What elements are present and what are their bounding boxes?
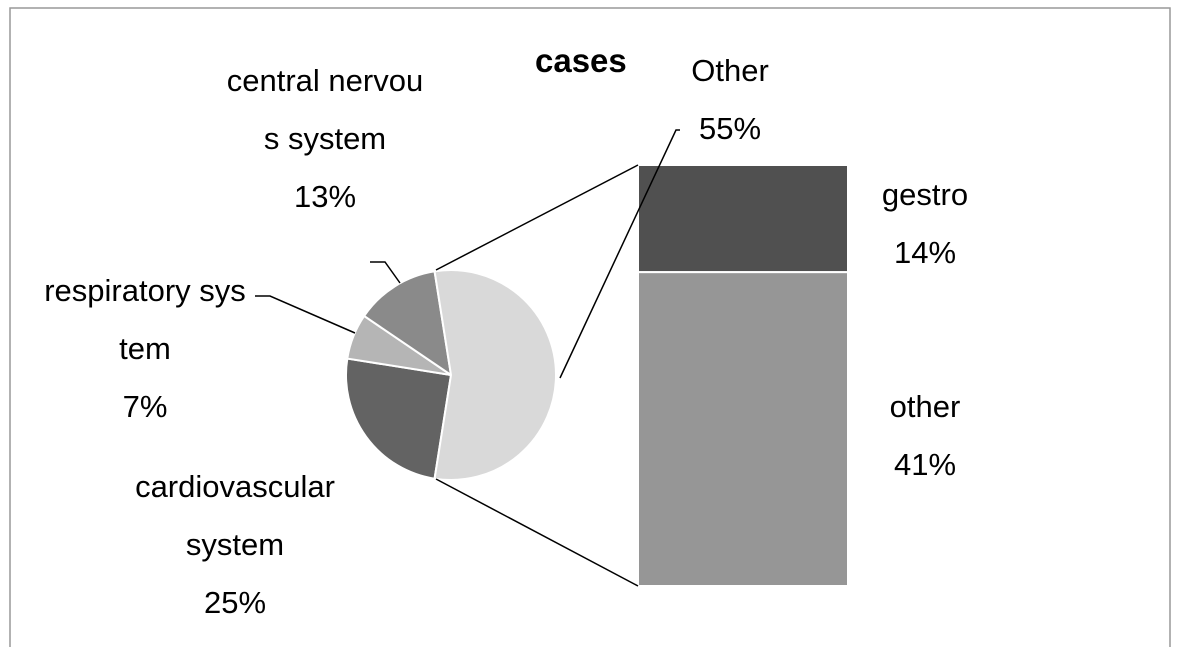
frame: [9, 7, 1171, 647]
label-line: 41%: [893, 447, 957, 482]
data-label: respiratory system 7%: [40, 262, 250, 436]
marks: [345, 164, 849, 587]
label-line: 14%: [893, 235, 957, 270]
label-line: respiratory system: [44, 273, 246, 366]
data-label: cardiovascular system 25%: [125, 458, 345, 632]
leader-line: [559, 129, 680, 379]
data-label: gestro 14%: [860, 166, 990, 282]
data-label: Other 55%: [665, 42, 795, 158]
bar-segment: [637, 164, 849, 274]
pie-slice: [362, 270, 453, 378]
pie-slice: [345, 357, 453, 480]
label-line: cardiovascular system: [135, 469, 335, 562]
data-label: central nervous system 13%: [225, 52, 425, 226]
connector: [435, 164, 639, 271]
label-line: other: [889, 389, 961, 424]
leader-line: [255, 295, 356, 334]
leader-line: [370, 261, 401, 284]
label-line: gestro: [881, 177, 969, 212]
pie-slice: [433, 269, 557, 481]
label-line: 25%: [203, 585, 267, 620]
label-line: central nervous system: [226, 63, 424, 156]
chart-title: cases: [535, 42, 627, 79]
data-label: other 41%: [860, 378, 990, 494]
label-line: 55%: [698, 111, 762, 146]
label-line: 7%: [122, 389, 168, 424]
label-line: 13%: [293, 179, 357, 214]
label-line: Other: [691, 53, 769, 88]
connector: [435, 478, 639, 587]
bar-segment: [637, 271, 849, 587]
